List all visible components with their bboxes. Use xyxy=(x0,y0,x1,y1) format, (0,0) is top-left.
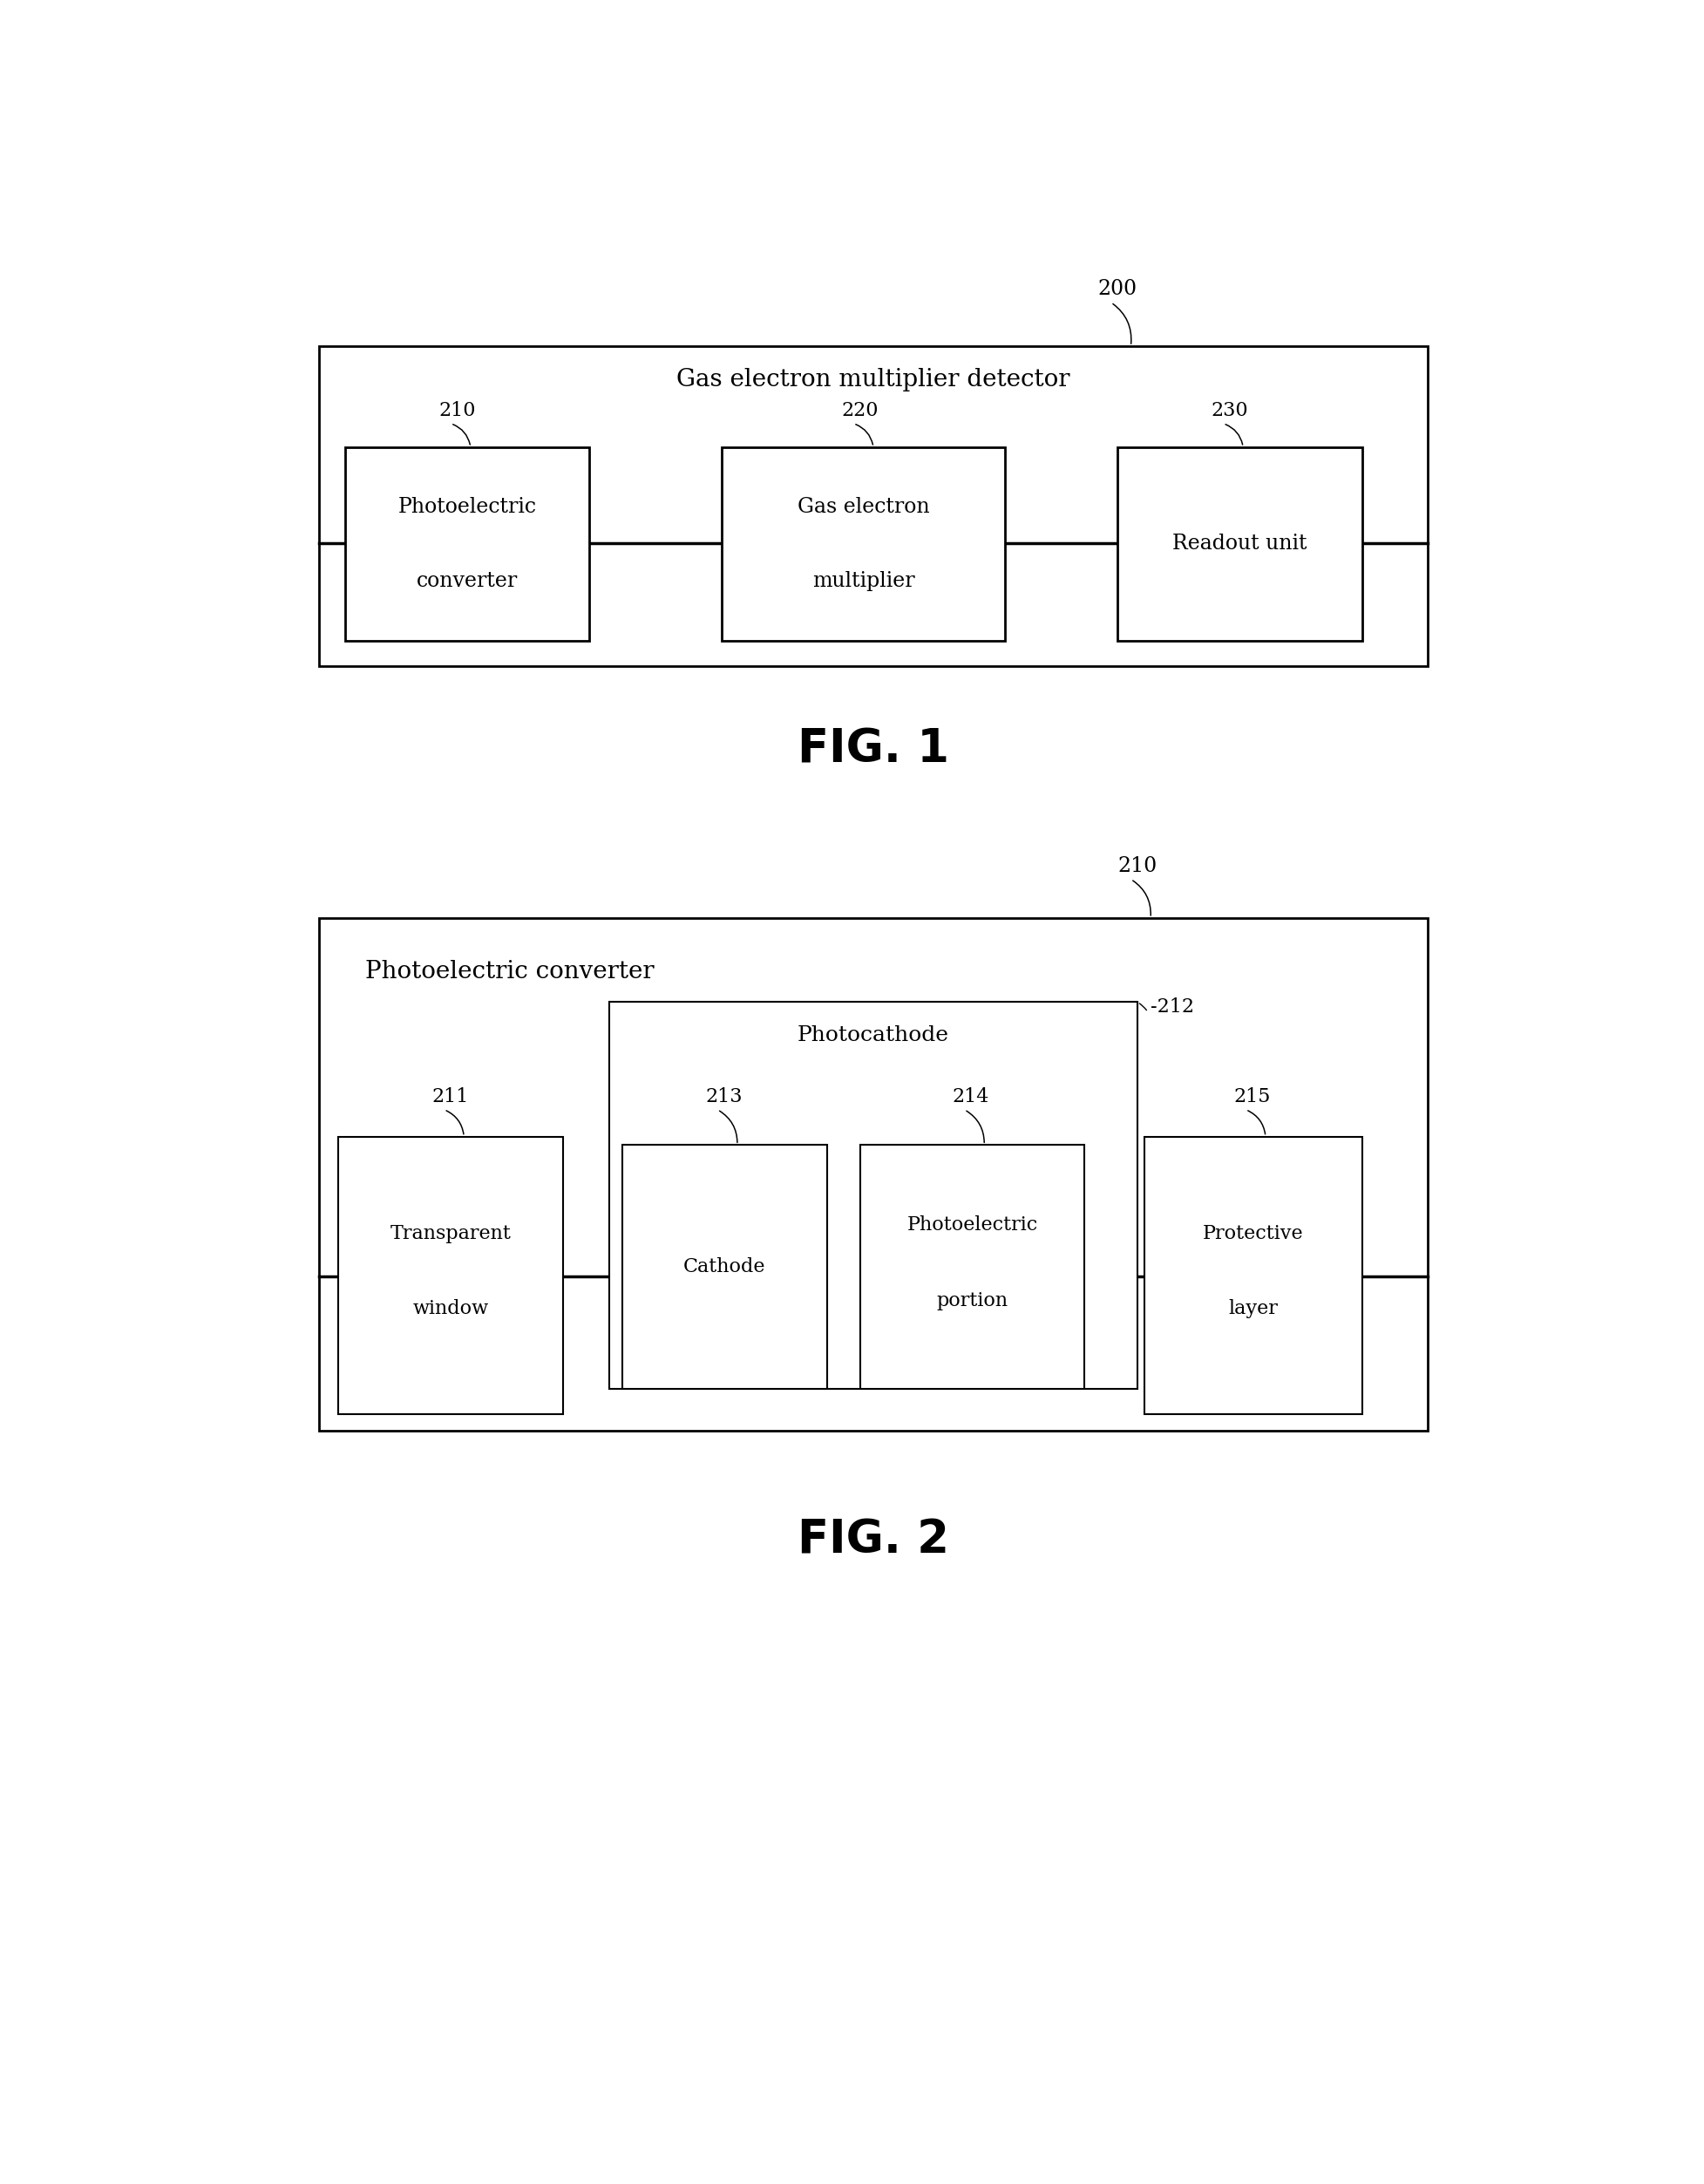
Bar xyxy=(1143,1136,1361,1413)
Text: Photoelectric converter: Photoelectric converter xyxy=(365,961,654,983)
Bar xyxy=(319,917,1428,1431)
Text: 211: 211 xyxy=(433,1088,469,1107)
Text: Gas electron: Gas electron xyxy=(797,496,929,518)
Text: -212: -212 xyxy=(1150,998,1195,1018)
Text: 213: 213 xyxy=(705,1088,743,1107)
Text: Cathode: Cathode xyxy=(683,1258,765,1275)
Text: Photocathode: Photocathode xyxy=(797,1026,949,1046)
Bar xyxy=(319,347,1428,666)
Text: 210: 210 xyxy=(440,402,475,419)
Bar xyxy=(622,1144,826,1389)
Bar xyxy=(1118,448,1361,640)
Bar xyxy=(339,1136,562,1413)
Text: FIG. 1: FIG. 1 xyxy=(797,727,949,773)
Text: 215: 215 xyxy=(1234,1088,1271,1107)
Text: Transparent: Transparent xyxy=(390,1223,511,1243)
Bar xyxy=(861,1144,1084,1389)
Text: converter: converter xyxy=(416,570,518,592)
Text: Readout unit: Readout unit xyxy=(1172,533,1307,555)
Text: 210: 210 xyxy=(1118,856,1157,876)
Text: 220: 220 xyxy=(842,402,879,419)
Text: Gas electron multiplier detector: Gas electron multiplier detector xyxy=(676,369,1070,391)
Bar xyxy=(344,448,590,640)
Bar xyxy=(721,448,1005,640)
Text: 230: 230 xyxy=(1212,402,1249,419)
Text: Photoelectric: Photoelectric xyxy=(907,1214,1038,1234)
Text: portion: portion xyxy=(937,1291,1009,1310)
Text: Protective: Protective xyxy=(1203,1223,1304,1243)
Text: window: window xyxy=(412,1299,489,1319)
Text: FIG. 2: FIG. 2 xyxy=(797,1518,949,1564)
Text: 200: 200 xyxy=(1097,280,1137,299)
Bar xyxy=(608,1002,1137,1389)
Text: Photoelectric: Photoelectric xyxy=(399,496,537,518)
Text: 214: 214 xyxy=(953,1088,990,1107)
Text: layer: layer xyxy=(1229,1299,1278,1319)
Text: multiplier: multiplier xyxy=(813,570,915,592)
